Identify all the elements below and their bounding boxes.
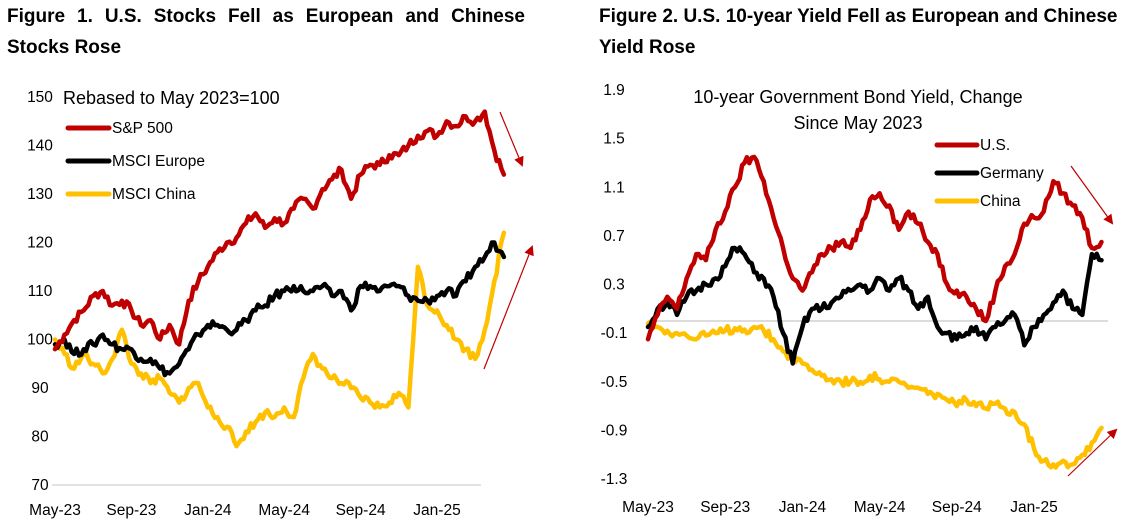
x-tick-label: May-24 [854, 499, 906, 516]
y-tick-label: 1.1 [603, 179, 625, 196]
x-tick-label: Sep-24 [336, 502, 386, 519]
y-tick-label: 150 [27, 89, 53, 106]
y-tick-label: -0.1 [601, 325, 628, 342]
y-tick-label: 70 [31, 477, 49, 494]
legend-label-china: China [980, 193, 1021, 210]
chart-1-stocks: 150 140 130 120 110 100 90 80 70 May-23 Sep-23 Jan… [27, 88, 534, 519]
x-tick-label: May-23 [29, 502, 81, 519]
x-tick-label: Jan-25 [413, 502, 460, 519]
series-line-germany [645, 245, 1104, 366]
y-tick-label: -0.9 [601, 422, 628, 439]
legend: S&P 500 MSCI Europe MSCI China [65, 120, 205, 203]
y-axis-ticks: 1.9 1.5 1.1 0.7 0.3 -0.1 -0.5 -0.9 -1.3 [601, 82, 628, 488]
y-tick-label: 1.5 [603, 131, 625, 148]
y-tick-label: 130 [27, 186, 53, 203]
y-tick-label: 80 [31, 429, 49, 446]
y-tick-label: 110 [28, 283, 53, 300]
y-tick-label: 1.9 [603, 82, 625, 99]
y-tick-label: -0.5 [601, 374, 628, 391]
x-tick-label: Jan-25 [1010, 499, 1057, 516]
y-tick-label: 140 [27, 138, 53, 155]
chart-subtitle-line-1: 10-year Government Bond Yield, Change [693, 87, 1022, 107]
figure-1-title: Figure 1. U.S. Stocks Fell as European a… [7, 6, 525, 58]
x-tick-label: Jan-24 [779, 499, 827, 516]
series-line-s-p-500 [52, 109, 507, 352]
x-tick-label: May-23 [622, 499, 674, 516]
x-axis-ticks: May-23 Sep-23 Jan-24 May-24 Sep-24 Jan-25 [29, 502, 461, 519]
chart-2-yields: 1.9 1.5 1.1 0.7 0.3 -0.1 -0.5 -0.9 -1.3 May-23 Se… [601, 82, 1118, 516]
arrow-up-annotation [483, 245, 534, 370]
figure-2-title: Figure 2. U.S. 10-year Yield Fell as Eur… [599, 6, 1118, 58]
legend-label-msci-china: MSCI China [112, 186, 196, 203]
x-tick-label: Sep-23 [106, 502, 156, 519]
chart-subtitle: Rebased to May 2023=100 [63, 88, 280, 108]
x-axis-ticks: May-23 Sep-23 Jan-24 May-24 Sep-24 Jan-25 [622, 499, 1058, 516]
x-tick-label: Sep-24 [932, 499, 982, 516]
series-line-msci-europe [52, 240, 507, 378]
legend-label-us: U.S. [980, 137, 1010, 154]
arrow-up-annotation [1067, 428, 1118, 477]
y-axis-ticks: 150 140 130 120 110 100 90 80 70 [27, 89, 53, 494]
y-tick-label: 90 [31, 380, 49, 397]
legend-label-msci-europe: MSCI Europe [112, 153, 205, 170]
y-tick-label: 0.7 [603, 228, 625, 245]
y-tick-label: -1.3 [601, 471, 628, 488]
chart-subtitle-line-2: Since May 2023 [793, 113, 922, 133]
series-line-china [645, 319, 1104, 470]
series-lines [645, 154, 1104, 470]
x-tick-label: May-24 [258, 502, 310, 519]
series-lines [52, 109, 507, 449]
series-line-u-s- [645, 154, 1104, 342]
y-tick-label: 100 [27, 332, 53, 349]
y-tick-label: 0.3 [603, 277, 625, 294]
y-tick-label: 120 [27, 235, 53, 252]
legend-label-germany: Germany [980, 165, 1044, 182]
legend: U.S. Germany China [934, 137, 1044, 210]
series-line-msci-china [52, 230, 507, 449]
arrow-down-annotation [1070, 165, 1114, 225]
x-tick-label: Jan-24 [184, 502, 232, 519]
x-tick-label: Sep-23 [700, 499, 750, 516]
legend-label-sp500: S&P 500 [112, 120, 173, 137]
arrow-down-annotation [499, 111, 524, 167]
